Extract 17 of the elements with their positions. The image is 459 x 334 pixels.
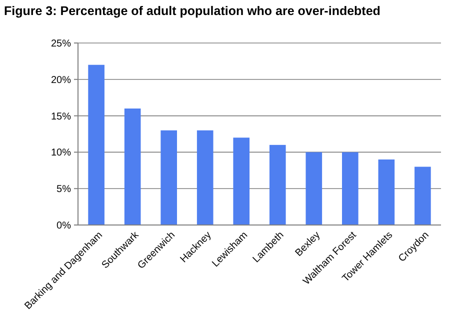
y-tick-label: 20% bbox=[50, 74, 72, 86]
bar bbox=[269, 144, 286, 225]
bar bbox=[88, 64, 104, 225]
y-tick-label: 15% bbox=[50, 111, 72, 122]
y-tick-label: 5% bbox=[56, 184, 72, 196]
bar bbox=[196, 130, 214, 225]
bar bbox=[414, 166, 431, 225]
chart-title: Figure 3: Percentage of adult population who are over-indebted bbox=[4, 4, 380, 18]
bar bbox=[160, 130, 177, 225]
y-tick-label: 10% bbox=[50, 148, 72, 159]
y-tick-label: 0% bbox=[56, 220, 72, 232]
bar bbox=[342, 152, 358, 225]
bar bbox=[378, 159, 395, 225]
bar bbox=[233, 138, 250, 225]
y-tick-label: 25% bbox=[50, 38, 72, 50]
bar bbox=[306, 152, 322, 225]
bar bbox=[124, 108, 141, 225]
